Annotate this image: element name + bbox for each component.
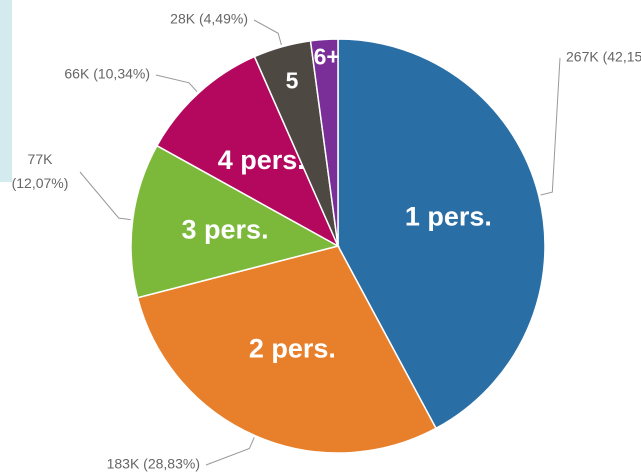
slice-label: 1 pers.: [405, 201, 492, 231]
leader-line: [540, 57, 561, 196]
pie-slice: [130, 144, 341, 299]
slice-label: 6+: [314, 44, 340, 70]
pie-slice: [337, 38, 546, 430]
leader-line: [79, 171, 131, 221]
slice-label: 2 pers.: [249, 333, 336, 363]
slice-label: 5: [286, 68, 299, 94]
pie-slice: [136, 245, 438, 454]
value-label: 77K (12,07%): [12, 151, 69, 191]
pie-slice: [155, 55, 340, 248]
value-label: 28K (4,49%): [170, 11, 248, 27]
leader-line: [205, 437, 255, 466]
slice-label: 3 pers.: [182, 215, 269, 245]
leader-line: [155, 74, 198, 93]
leader-line: [253, 19, 282, 45]
pie-slice: [309, 38, 339, 247]
value-label: 66K (10,34%): [64, 66, 150, 82]
value-label: 183K (28,83%): [107, 456, 200, 472]
side-panel: [0, 0, 12, 182]
slice-label: 4 pers.: [218, 145, 305, 175]
value-label: 267K (42,15%): [566, 49, 641, 65]
